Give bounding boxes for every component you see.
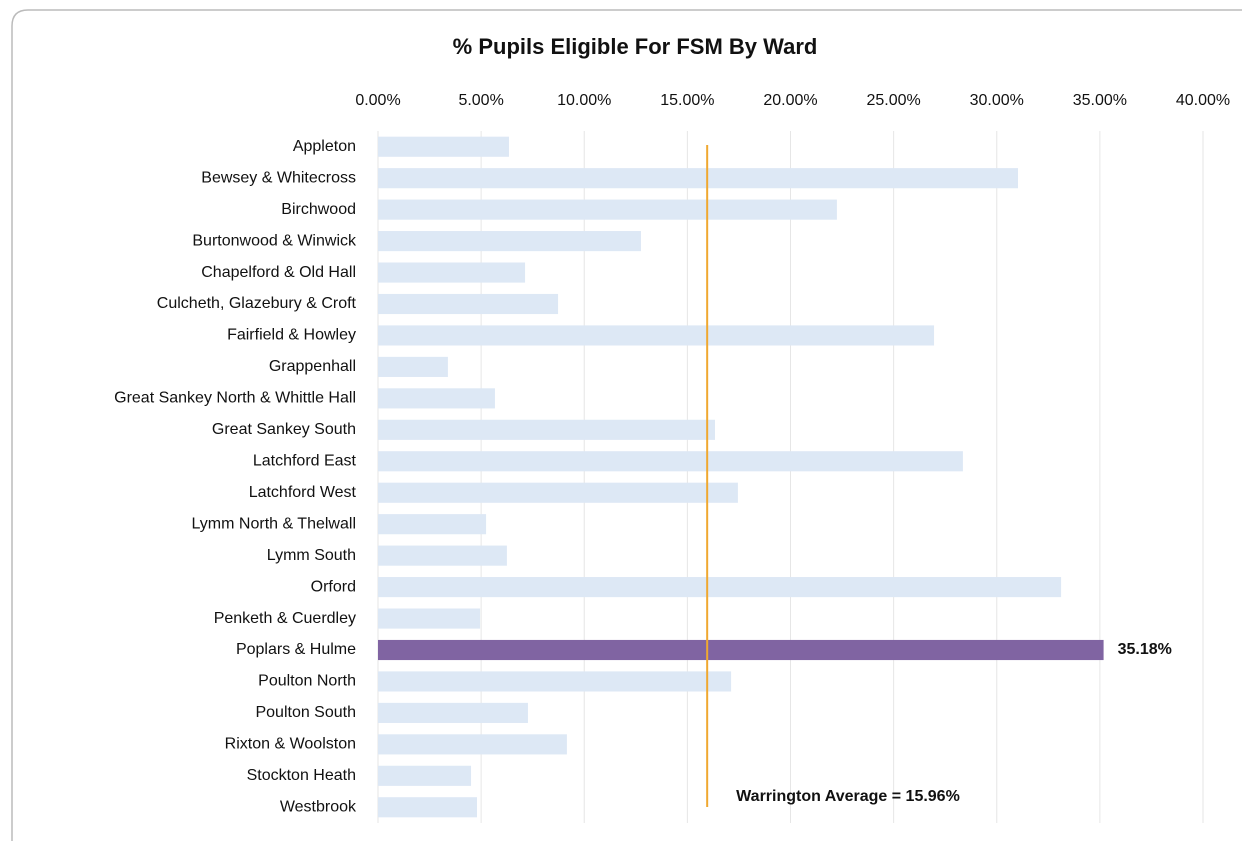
bar	[378, 168, 1018, 189]
x-tick-label: 20.00%	[763, 92, 817, 109]
bar	[378, 734, 567, 755]
data-label: 35.18%	[1118, 641, 1172, 658]
bar	[378, 231, 641, 252]
y-tick-label: Great Sankey North & Whittle Hall	[114, 390, 356, 407]
chart-frame	[11, 9, 1242, 841]
y-tick-label: Grappenhall	[269, 358, 356, 375]
x-tick-label: 35.00%	[1073, 92, 1127, 109]
bar	[378, 136, 509, 157]
y-tick-label: Poulton North	[258, 673, 356, 690]
bar	[378, 482, 738, 503]
y-tick-label: Poulton South	[255, 704, 356, 721]
bar	[378, 797, 477, 818]
y-tick-label: Lymm North & Thelwall	[192, 515, 357, 532]
y-tick-label: Orford	[311, 578, 356, 595]
bar	[378, 451, 963, 472]
x-tick-label: 5.00%	[458, 92, 503, 109]
y-tick-label: Latchford West	[249, 484, 357, 501]
y-tick-label: Appleton	[293, 138, 356, 155]
x-tick-label: 30.00%	[970, 92, 1024, 109]
y-tick-label: Latchford East	[253, 452, 357, 469]
y-tick-label: Culcheth, Glazebury & Croft	[157, 295, 357, 312]
x-tick-label: 10.00%	[557, 92, 611, 109]
y-tick-label: Chapelford & Old Hall	[201, 264, 356, 281]
y-tick-label: Rixton & Woolston	[225, 736, 356, 753]
bar	[378, 262, 526, 283]
y-tick-label: Lymm South	[267, 547, 356, 564]
y-tick-label: Great Sankey South	[212, 421, 356, 438]
chart-title: % Pupils Eligible For FSM By Ward	[453, 34, 818, 59]
bar	[378, 293, 559, 315]
y-tick-label: Fairfield & Howley	[227, 327, 356, 344]
bar	[378, 702, 528, 723]
y-tick-label: Bewsey & Whitecross	[201, 169, 356, 186]
bar	[378, 608, 481, 629]
y-tick-label: Stockton Heath	[247, 767, 356, 784]
y-tick-label: Burtonwood & Winwick	[192, 232, 357, 249]
annotation: Warrington Average = 15.96%	[736, 788, 960, 805]
bar	[378, 639, 1104, 661]
bar	[378, 577, 1062, 598]
bar	[378, 199, 837, 220]
x-tick-label: 15.00%	[660, 92, 714, 109]
bar	[378, 388, 495, 409]
y-tick-label: Westbrook	[280, 798, 357, 815]
bar	[378, 671, 732, 692]
bar	[378, 325, 935, 346]
y-tick-label: Poplars & Hulme	[236, 641, 356, 658]
x-tick-label: 0.00%	[355, 92, 400, 109]
y-tick-label: Birchwood	[281, 201, 356, 218]
x-tick-label: 25.00%	[866, 92, 920, 109]
bar	[378, 545, 507, 566]
bar	[378, 356, 448, 377]
bar	[378, 514, 487, 535]
x-tick-label: 40.00%	[1176, 92, 1230, 109]
y-tick-label: Penketh & Cuerdley	[214, 610, 356, 627]
bar	[378, 765, 472, 786]
bar	[378, 419, 716, 440]
